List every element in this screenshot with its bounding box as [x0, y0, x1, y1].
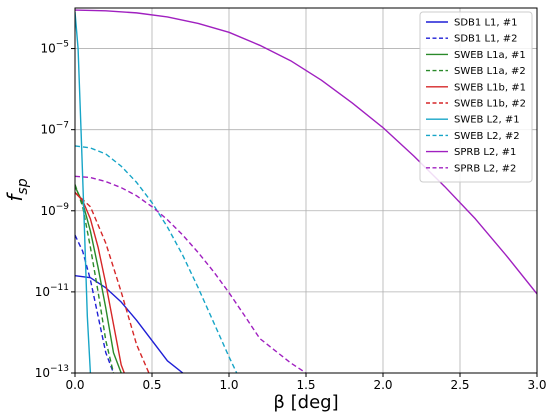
- series-line-8: [75, 9, 537, 295]
- series-line-6: [75, 12, 92, 373]
- y-axis-label-main: f: [3, 192, 27, 202]
- legend-entry-label: SPRB L2, #2: [454, 163, 516, 174]
- series-line-5: [75, 192, 150, 373]
- x-tick-label: 0.5: [142, 378, 161, 392]
- y-tick-label: 10−5: [40, 40, 69, 56]
- y-tick-label-base: 10: [35, 285, 50, 299]
- y-tick-label: 10−11: [35, 283, 69, 299]
- legend-entry-label: SWEB L1b, #2: [454, 99, 526, 110]
- series-group: [75, 9, 537, 373]
- legend-entry-label: SDB1 L1, #2: [454, 34, 517, 45]
- series-line-7: [75, 145, 238, 373]
- ticks: [71, 48, 538, 377]
- series-line-2: [75, 186, 122, 373]
- y-tick-label-base: 10: [40, 123, 55, 137]
- y-tick-label-base: 10: [35, 366, 50, 380]
- series-layer: [75, 9, 537, 373]
- y-tick-label-exp: −7: [56, 121, 69, 131]
- legend-entry-label: SWEB L2, #1: [454, 115, 520, 126]
- x-tick-label: 1.5: [296, 378, 315, 392]
- legend-entry-label: SWEB L1b, #1: [454, 82, 526, 93]
- x-tick-labels: 0.0 0.5 1.0 1.5 2.0 2.5 3.0: [65, 378, 546, 392]
- y-axis-label: fsp: [3, 178, 31, 201]
- y-tick-label-exp: −11: [50, 283, 69, 293]
- legend-entry-label: SWEB L1a, #2: [454, 66, 526, 77]
- y-tick-label-exp: −13: [50, 364, 69, 374]
- y-tick-label: 10−13: [35, 364, 69, 380]
- y-tick-label-exp: −9: [56, 202, 70, 212]
- series-line-9: [75, 175, 307, 373]
- legend: SDB1 L1, #1 SDB1 L1, #2 SWEB L1a, #1 SWEB L…: [419, 11, 533, 183]
- y-axis-label-sub: sp: [15, 178, 31, 194]
- y-tick-label-base: 10: [40, 42, 55, 56]
- x-tick-label: 1.0: [219, 378, 238, 392]
- x-tick-label: 2.5: [450, 378, 469, 392]
- legend-entry-label: SWEB L2, #2: [454, 131, 520, 142]
- y-tick-label-base: 10: [40, 204, 55, 218]
- legend-entry-label: SDB1 L1, #1: [454, 18, 517, 29]
- legend-entry-label: SPRB L2, #1: [454, 147, 516, 158]
- y-tick-label: 10−7: [40, 121, 69, 137]
- legend-entry-label: SWEB L1a, #1: [454, 50, 526, 61]
- x-tick-label: 2.0: [373, 378, 392, 392]
- y-tick-label: 10−9: [40, 202, 69, 218]
- series-line-0: [75, 274, 184, 373]
- series-line-1: [75, 234, 115, 373]
- grid: [74, 8, 538, 374]
- x-tick-label: 0.0: [65, 378, 84, 392]
- series-line-3: [75, 184, 115, 373]
- x-tick-label: 3.0: [527, 378, 546, 392]
- y-tick-label-exp: −5: [56, 40, 69, 50]
- x-axis-label: β [deg]: [273, 392, 338, 413]
